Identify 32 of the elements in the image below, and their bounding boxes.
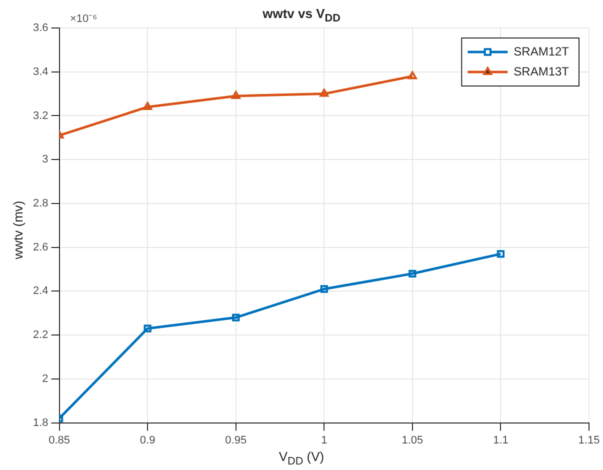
- y-tick-label: 3.2: [32, 110, 48, 122]
- y-tick-label: 2.6: [32, 241, 48, 254]
- point: [320, 88, 329, 97]
- text: ×10⁻⁶: [70, 12, 98, 25]
- point: [408, 270, 416, 278]
- point: [232, 314, 240, 322]
- x-axis-title: V$_{DD}$ (V): [278, 449, 326, 468]
- y-axis-title: wwtv (mv): [10, 200, 26, 260]
- x-tick-label: 1.05: [402, 434, 424, 446]
- point: [231, 90, 240, 99]
- point: [408, 71, 417, 80]
- x-tick-label: 0.85: [48, 434, 70, 446]
- point: [144, 324, 152, 332]
- x-tick-label: 1.15: [578, 434, 600, 446]
- y-tick-label: 1.8: [32, 416, 48, 429]
- x-tick-label: 0.95: [225, 434, 247, 446]
- legend-label: SRAM12T: [514, 44, 570, 58]
- chart-title: wwtv vs V$_{DD}$: [262, 6, 340, 25]
- point: [320, 285, 328, 293]
- x-tick-label: 0.9: [140, 434, 156, 446]
- y-tick-label: 3.4: [32, 66, 48, 78]
- y-tick-label: 2.8: [32, 198, 48, 210]
- point: [143, 102, 152, 110]
- y-tick-label: 3: [42, 154, 48, 166]
- y-tick-label: 2.2: [32, 329, 48, 342]
- y-tick-label: 3.6: [32, 22, 48, 34]
- x-tick-label: 1: [321, 434, 328, 446]
- y-tick-label: 2: [42, 372, 48, 385]
- x-tick-label: 1.1: [493, 434, 508, 446]
- y-tick-label: 2.4: [32, 285, 48, 298]
- legend-label: SRAM13T: [514, 64, 570, 78]
- point: [496, 250, 505, 258]
